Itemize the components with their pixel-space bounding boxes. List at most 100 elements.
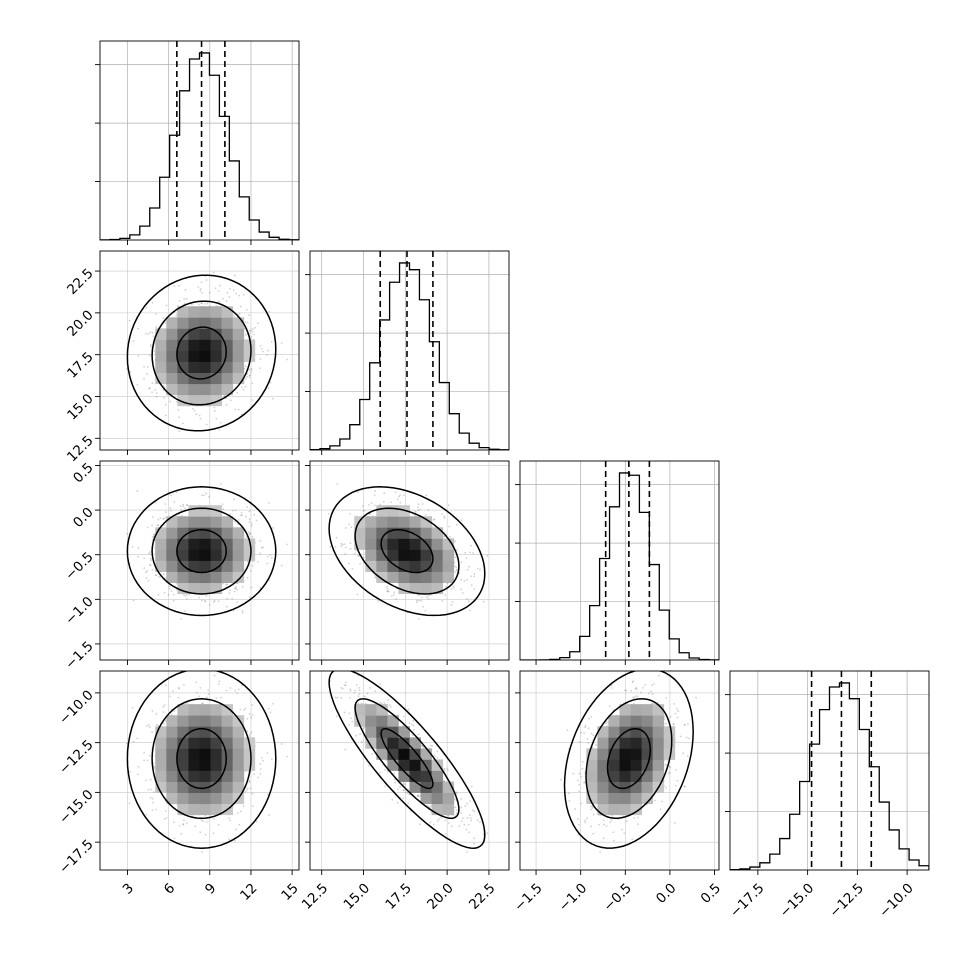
density-cell (387, 527, 399, 539)
density-cell (210, 317, 223, 329)
sample-point (234, 408, 237, 411)
density-cell (221, 560, 234, 572)
sample-point (195, 413, 198, 416)
sample-point (473, 575, 476, 578)
sample-point (441, 599, 444, 602)
sample-point (180, 514, 183, 517)
density-cell (398, 527, 410, 539)
sample-point (447, 504, 450, 507)
density-cell (166, 516, 178, 528)
sample-point (178, 416, 180, 419)
density-cell (199, 549, 211, 561)
sample-point (248, 518, 251, 521)
sample-point (226, 597, 229, 600)
sample-point (194, 825, 197, 828)
sample-point (244, 333, 247, 336)
density-cell (155, 538, 167, 550)
sample-point (239, 305, 242, 308)
density-cell (210, 571, 223, 584)
sample-point (336, 483, 339, 485)
sample-point (202, 820, 205, 823)
density-cell (177, 383, 189, 396)
sample-point (151, 331, 154, 334)
sample-point (229, 399, 232, 402)
density-cell (166, 571, 178, 584)
sample-point (207, 693, 210, 695)
sample-point (417, 506, 419, 509)
sample-point (157, 575, 160, 578)
sample-point (453, 565, 456, 568)
sample-point (175, 401, 178, 403)
sample-point (143, 567, 146, 570)
sample-point (270, 556, 273, 559)
sample-point (464, 551, 467, 554)
sample-point (245, 789, 248, 792)
sample-point (204, 600, 207, 603)
sample-point (235, 587, 237, 590)
sample-point (149, 778, 152, 781)
density-cell (420, 516, 433, 528)
sample-point (266, 562, 269, 565)
sample-point (164, 503, 167, 505)
density-cell (365, 516, 377, 528)
sample-point (236, 589, 239, 591)
sample-point (162, 706, 165, 708)
sample-point (218, 284, 221, 287)
density-cell (155, 328, 167, 340)
sample-point (152, 335, 155, 338)
sample-point (152, 762, 155, 765)
sample-point (238, 312, 241, 315)
sample-point (425, 596, 428, 599)
sample-point (183, 297, 186, 300)
sample-point (465, 557, 468, 560)
sample-point (241, 609, 244, 612)
sample-point (334, 545, 337, 548)
sample-point (151, 524, 153, 527)
sample-point (231, 509, 234, 512)
panel-2-0-frame (99, 460, 300, 661)
sample-point (248, 596, 251, 599)
sample-point (421, 503, 424, 505)
sample-point (164, 511, 167, 513)
sample-point (233, 590, 236, 593)
sample-point (151, 809, 154, 812)
sample-point (143, 377, 146, 380)
y-tick-label: 20.0 (64, 307, 97, 340)
sample-point (355, 549, 358, 552)
sample-point (154, 388, 157, 391)
density-cell (199, 394, 211, 407)
sample-point (154, 313, 157, 315)
sample-point (249, 733, 252, 736)
density-cell (166, 317, 178, 329)
density-cell (177, 328, 189, 340)
sample-point (253, 773, 256, 776)
sample-point (201, 302, 204, 305)
density-cell (387, 538, 399, 550)
sample-point (340, 545, 343, 548)
sample-point (450, 587, 453, 590)
panel-0-0 (95, 40, 300, 245)
density-cell (155, 361, 167, 374)
sample-point (473, 588, 476, 590)
density-cell (166, 549, 178, 561)
density-cell (188, 328, 200, 340)
density-cell (409, 560, 421, 572)
sample-point (246, 506, 249, 508)
y-tick-label: −1.5 (62, 638, 96, 672)
contour-1 (354, 507, 460, 595)
sample-point (251, 399, 254, 402)
sample-point (164, 403, 167, 406)
density-layer (126, 271, 288, 433)
density-cell (199, 328, 211, 340)
density-cell (221, 361, 234, 374)
sample-point (201, 494, 203, 497)
sample-point (157, 524, 160, 526)
sample-point (146, 759, 149, 762)
sample-point (184, 507, 186, 510)
density-cell (420, 527, 433, 539)
sample-point (286, 755, 288, 758)
density-cell (188, 306, 200, 318)
sample-point (450, 604, 453, 606)
panel-1-0-frame (99, 250, 300, 451)
sample-point (349, 542, 352, 544)
